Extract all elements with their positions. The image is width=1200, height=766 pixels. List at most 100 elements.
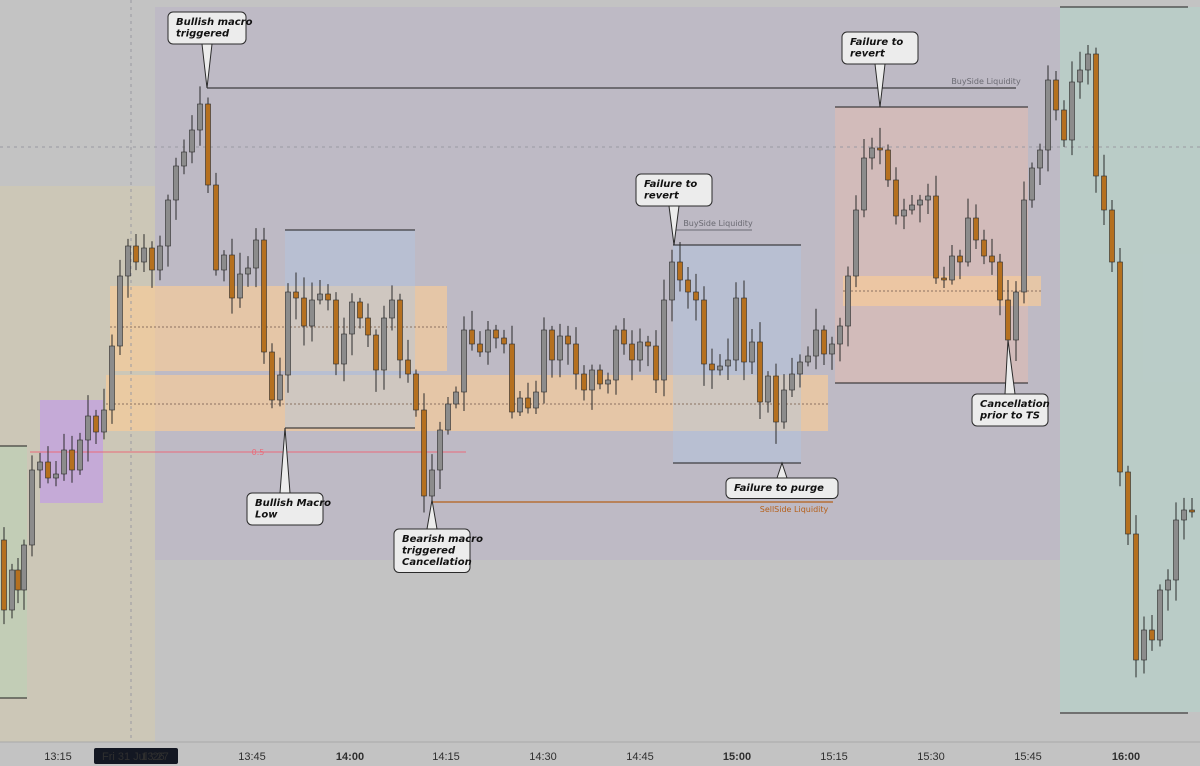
candle-body: [53, 473, 59, 479]
candle-body: [525, 397, 531, 409]
candle-body: [1053, 79, 1059, 111]
x-tick-label: 15:00: [723, 751, 751, 763]
candle-body: [877, 147, 883, 151]
candle-body: [293, 291, 299, 299]
candle-body: [597, 369, 603, 385]
callout-text: Bearish macro: [402, 534, 483, 545]
candle-body: [1077, 69, 1083, 83]
chart-labels: 0.5 BuySide Liquidity BuySide Liquidity Sel…: [252, 77, 1021, 514]
candle-body: [829, 343, 835, 355]
candle-body: [165, 199, 171, 247]
candle-body: [861, 157, 867, 211]
callout-box: [393, 528, 471, 573]
candle-body: [957, 255, 963, 263]
candle-body: [949, 255, 955, 281]
x-tick-label: 13:15: [44, 751, 72, 763]
candle-body: [381, 317, 387, 371]
callout-text: triggered: [402, 546, 456, 557]
candle-body: [1149, 629, 1155, 641]
callout-text: Failure to: [850, 37, 903, 48]
x-tick-label: 15:45: [1014, 751, 1042, 763]
candle-body: [173, 165, 179, 201]
candle-series: [1, 45, 1195, 678]
candle-body: [965, 217, 971, 263]
callout-text: revert: [850, 49, 886, 60]
candle-body: [701, 299, 707, 365]
candle-body: [645, 341, 651, 347]
candle-body: [93, 415, 99, 433]
candle-body: [125, 245, 131, 277]
x-tick-label: 13:27: [141, 751, 169, 763]
candle-body: [901, 209, 907, 217]
candle-body: [429, 469, 435, 497]
callout-text: Bullish macro: [176, 17, 253, 28]
candle-body: [1029, 167, 1035, 201]
candle-body: [61, 449, 67, 475]
candle-body: [29, 469, 35, 546]
candle-body: [1085, 53, 1091, 71]
candle-body: [845, 275, 851, 327]
candle-body: [533, 391, 539, 409]
candle-body: [661, 299, 667, 381]
callout-text: revert: [644, 191, 680, 202]
candle-body: [69, 449, 75, 471]
candle-body: [549, 329, 555, 361]
candle-body: [693, 291, 699, 301]
candle-body: [1037, 149, 1043, 169]
candle-body: [909, 204, 915, 211]
candle-body: [341, 333, 347, 365]
x-tick-label: 16:00: [1112, 751, 1140, 763]
candle-body: [149, 247, 155, 271]
x-tick-label: 14:30: [529, 751, 557, 763]
candle-body: [197, 103, 203, 131]
candle-body: [461, 329, 467, 393]
candle-body: [853, 209, 859, 277]
candle-body: [397, 299, 403, 361]
x-tick-label: 13:45: [238, 751, 266, 763]
callout-text: Low: [255, 510, 278, 521]
candle-body: [1021, 199, 1027, 293]
callout-text: Failure to purge: [734, 483, 824, 494]
callout-box: [635, 173, 713, 207]
candle-body: [605, 379, 611, 385]
candle-body: [773, 375, 779, 423]
candle-body: [917, 199, 923, 206]
candle-body: [621, 329, 627, 345]
candle-body: [1061, 109, 1067, 141]
callout-text: prior to TS: [979, 411, 1040, 422]
candle-body: [869, 147, 875, 159]
candle-body: [709, 363, 715, 371]
callout-box: [167, 11, 247, 45]
candle-body: [557, 335, 563, 361]
candle-body: [629, 343, 635, 361]
candle-body: [101, 409, 107, 433]
candle-body: [501, 337, 507, 345]
candle-body: [1109, 209, 1115, 263]
candle-body: [269, 351, 275, 401]
candle-body: [309, 299, 315, 327]
candle-body: [1165, 579, 1171, 591]
candle-body: [77, 439, 83, 471]
annotation-a5: Failure to purge: [725, 461, 839, 499]
candle-body: [469, 329, 475, 345]
candle-body: [253, 239, 259, 269]
candle-body: [45, 461, 51, 479]
candle-body: [741, 297, 747, 363]
candle-body: [1005, 299, 1011, 341]
callout-text: triggered: [176, 29, 230, 40]
candle-body: [581, 373, 587, 391]
x-tick-label: 15:15: [820, 751, 848, 763]
candle-body: [1133, 533, 1139, 661]
candle-body: [237, 273, 243, 299]
axis-background: [0, 742, 1200, 766]
liquidity-label-bsl1: BuySide Liquidity: [951, 77, 1021, 86]
callout-box: [725, 477, 839, 499]
candle-body: [1141, 629, 1147, 661]
x-tick-label: 15:30: [917, 751, 945, 763]
